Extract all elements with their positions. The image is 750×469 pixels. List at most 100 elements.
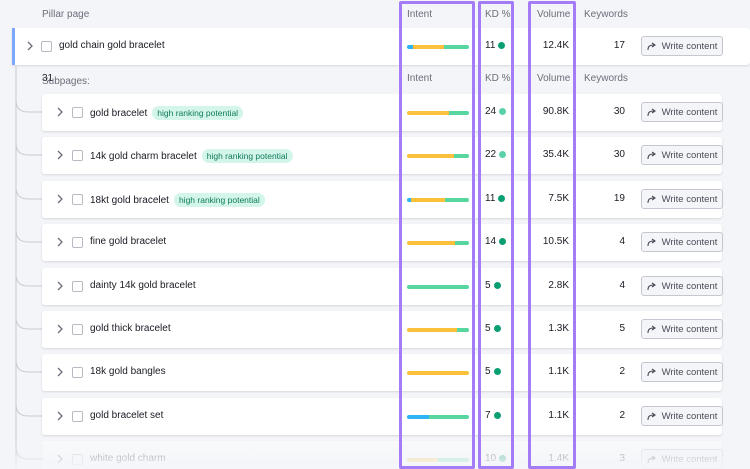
intent-segment-commercial — [413, 45, 445, 49]
table-row[interactable]: 18k gold bangles 5 1.1K 2 Write content — [42, 354, 723, 391]
table-row[interactable]: fine gold bracelet 14 10.5K 4 Write cont… — [42, 224, 723, 261]
subheader-kd[interactable]: KD % — [485, 73, 511, 84]
kd-number: 7 — [485, 410, 491, 421]
row-checkbox[interactable] — [72, 194, 83, 205]
row-checkbox[interactable] — [72, 237, 83, 248]
row-keyword[interactable]: 14k gold charm bracelet high ranking pote… — [90, 149, 293, 163]
volume-value: 1.1K — [548, 410, 569, 421]
write-content-button[interactable]: Write content — [641, 406, 723, 426]
kd-value: 10 — [485, 453, 507, 464]
row-checkbox[interactable] — [72, 411, 83, 422]
write-content-button[interactable]: Write content — [641, 36, 723, 56]
share-arrow-icon — [647, 195, 656, 203]
write-content-button[interactable]: Write content — [641, 362, 723, 382]
kd-number: 5 — [485, 366, 491, 377]
kd-value: 7 — [485, 410, 501, 421]
row-checkbox[interactable] — [72, 367, 83, 378]
kd-value: 22 — [485, 149, 507, 160]
row-keyword-text: 18k gold bangles — [90, 366, 166, 377]
pillar-row[interactable]: gold chain gold bracelet 11 12.4K 17 Wri… — [12, 28, 750, 65]
chevron-right-icon[interactable] — [56, 366, 64, 378]
write-content-button[interactable]: Write content — [641, 189, 723, 209]
row-keyword[interactable]: white gold charm — [90, 453, 166, 464]
kd-value: 24 — [485, 106, 507, 117]
volume-value: 1.4K — [548, 453, 569, 464]
table-row[interactable]: gold thick bracelet 5 1.3K 5 Write conte… — [42, 311, 723, 348]
table-row[interactable]: dainty 14k gold bracelet 5 2.8K 4 Write … — [42, 268, 723, 305]
chevron-right-icon[interactable] — [56, 323, 64, 335]
intent-segment-commercial — [411, 198, 446, 202]
kd-number: 14 — [485, 236, 497, 247]
write-content-button[interactable]: Write content — [641, 449, 723, 469]
header-intent[interactable]: Intent — [407, 9, 433, 20]
row-keyword[interactable]: dainty 14k gold bracelet — [90, 280, 196, 291]
tree-branch-line — [15, 403, 44, 417]
intent-bar — [407, 415, 469, 419]
subheader-volume[interactable]: Volume — [537, 73, 571, 84]
keywords-count: 4 — [619, 236, 625, 247]
intent-segment-transactional — [456, 328, 469, 332]
row-keyword[interactable]: 18k gold bangles — [90, 366, 166, 377]
chevron-right-icon[interactable] — [26, 40, 34, 52]
table-row[interactable]: gold bracelet high ranking potential 24 9… — [42, 94, 723, 131]
intent-bar — [407, 371, 469, 375]
share-arrow-icon — [647, 108, 656, 116]
table-row[interactable]: gold bracelet set 7 1.1K 2 Write content — [42, 398, 723, 435]
chevron-right-icon[interactable] — [56, 410, 64, 422]
header-keywords[interactable]: Keywords — [584, 9, 628, 20]
table-row[interactable]: 18kt gold bracelet high ranking potential… — [42, 181, 723, 218]
tree-branch-line — [15, 316, 44, 330]
pillar-checkbox[interactable] — [41, 41, 52, 52]
row-keyword[interactable]: gold thick bracelet — [90, 323, 171, 334]
keywords-count: 19 — [613, 193, 625, 204]
write-content-button[interactable]: Write content — [641, 145, 723, 165]
subheader-keywords[interactable]: Keywords — [584, 73, 628, 84]
header-volume[interactable]: Volume — [537, 9, 571, 20]
row-keyword[interactable]: fine gold bracelet — [90, 236, 166, 247]
chevron-right-icon[interactable] — [56, 453, 64, 465]
kd-value: 14 — [485, 236, 507, 247]
row-keyword-text: 14k gold charm bracelet — [90, 150, 197, 162]
intent-segment-transactional — [428, 415, 469, 419]
intent-segment-transactional — [438, 458, 469, 462]
tree-branch-line — [15, 359, 44, 373]
write-content-button[interactable]: Write content — [641, 232, 723, 252]
chevron-right-icon[interactable] — [56, 106, 64, 118]
write-content-button[interactable]: Write content — [641, 319, 723, 339]
row-checkbox[interactable] — [72, 454, 83, 465]
keywords-count: 2 — [619, 366, 625, 377]
share-arrow-icon — [647, 282, 656, 290]
row-keyword[interactable]: gold bracelet set — [90, 410, 163, 421]
share-arrow-icon — [647, 325, 656, 333]
intent-bar — [407, 154, 469, 158]
kd-value: 11 — [485, 40, 506, 51]
tree-branch-line — [15, 99, 44, 113]
header-kd[interactable]: KD % — [485, 9, 511, 20]
write-content-button[interactable]: Write content — [641, 276, 723, 296]
row-checkbox[interactable] — [72, 324, 83, 335]
chevron-right-icon[interactable] — [56, 280, 64, 292]
intent-segment-transactional — [407, 285, 469, 289]
row-checkbox[interactable] — [72, 150, 83, 161]
kd-number: 22 — [485, 149, 497, 160]
intent-segment-commercial — [407, 371, 469, 375]
intent-segment-informational — [407, 45, 414, 49]
subheader-intent[interactable]: Intent — [407, 73, 433, 84]
chevron-right-icon[interactable] — [56, 236, 64, 248]
write-content-button[interactable]: Write content — [641, 102, 723, 122]
intent-segment-transactional — [449, 111, 469, 115]
kd-number: 5 — [485, 323, 491, 334]
row-checkbox[interactable] — [72, 107, 83, 118]
row-keyword[interactable]: gold bracelet high ranking potential — [90, 106, 244, 120]
pillar-keyword[interactable]: gold chain gold bracelet — [59, 40, 165, 51]
intent-segment-transactional — [445, 198, 469, 202]
row-checkbox[interactable] — [72, 281, 83, 292]
chevron-right-icon[interactable] — [56, 149, 64, 161]
chevron-right-icon[interactable] — [56, 193, 64, 205]
write-content-label: Write content — [661, 410, 718, 422]
row-keyword[interactable]: 18kt gold bracelet high ranking potential — [90, 193, 265, 207]
table-row[interactable]: white gold charm 10 1.4K 3 Write content — [42, 441, 723, 469]
kd-number: 11 — [485, 193, 496, 204]
table-row[interactable]: 14k gold charm bracelet high ranking pote… — [42, 137, 723, 174]
ranking-potential-badge: high ranking potential — [173, 193, 265, 207]
